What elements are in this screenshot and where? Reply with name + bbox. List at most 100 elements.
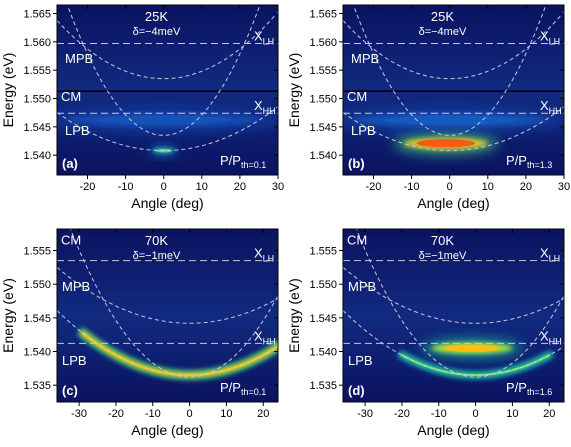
y-tick-label: 1.540 bbox=[23, 150, 51, 162]
temperature-label: 25K bbox=[145, 9, 168, 24]
y-tick-label: 1.555 bbox=[309, 65, 337, 77]
y-tick-label: 1.550 bbox=[23, 94, 51, 106]
panel-letter: (d) bbox=[348, 383, 365, 398]
y-tick-label: 1.565 bbox=[23, 9, 51, 21]
panel-letter: (c) bbox=[62, 383, 78, 398]
chart-panel-1: -20 -10 0 10 20 30 1.540 1.545 1.550 1.555 1.560 1.… bbox=[286, 4, 570, 211]
dispersion-curve bbox=[57, 11, 278, 80]
plot-frame bbox=[342, 4, 565, 176]
y-tick-label: 1.550 bbox=[309, 94, 337, 106]
x-axis-label: Angle (deg) bbox=[417, 422, 489, 438]
x-tick-label: 30 bbox=[272, 181, 284, 193]
branch-label: LPB bbox=[65, 123, 90, 138]
emission-peak bbox=[383, 115, 517, 125]
branch-label: MPB bbox=[62, 279, 90, 294]
plot-area bbox=[343, 229, 564, 380]
chart-panel-3: -30 -20 -10 0 10 20 1.535 1.540 1.545 1.550 1.555 A… bbox=[286, 228, 565, 438]
x-tick-label: 10 bbox=[506, 408, 518, 420]
y-axis-label: Energy (eV) bbox=[0, 278, 16, 353]
x-tick-label: 20 bbox=[257, 408, 269, 420]
branch-label: LPB bbox=[62, 353, 87, 368]
dispersion-curve bbox=[57, 106, 278, 152]
dispersion-curve bbox=[57, 267, 278, 324]
y-tick-label: 1.540 bbox=[23, 347, 51, 359]
emission-peak bbox=[443, 344, 501, 352]
plot-area bbox=[57, 229, 278, 381]
plot-frame bbox=[342, 228, 565, 403]
level-label-subscript: LH bbox=[263, 37, 275, 47]
level-label-subscript: LH bbox=[549, 37, 561, 47]
x-tick-label: -10 bbox=[404, 181, 420, 193]
x-tick-label: 0 bbox=[187, 408, 193, 420]
y-tick-label: 1.560 bbox=[23, 37, 51, 49]
dispersion-curve bbox=[343, 11, 564, 80]
temperature-label: 70K bbox=[431, 233, 454, 248]
level-label-subscript: HH bbox=[549, 336, 562, 346]
emission-peak bbox=[97, 115, 231, 125]
x-tick-label: 0 bbox=[447, 181, 453, 193]
y-tick-label: 1.555 bbox=[23, 65, 51, 77]
y-tick-label: 1.550 bbox=[23, 279, 51, 291]
y-tick-label: 1.550 bbox=[309, 279, 337, 291]
x-tick-label: -10 bbox=[145, 408, 161, 420]
panels-group: -20 -10 0 10 20 30 1.540 1.545 1.550 1.555 1.560 1.… bbox=[0, 4, 570, 438]
y-tick-label: 1.540 bbox=[309, 150, 337, 162]
y-tick-label: 1.555 bbox=[309, 246, 337, 258]
temperature-label: 25K bbox=[431, 9, 454, 24]
x-tick-label: -20 bbox=[108, 408, 124, 420]
detuning-label: δ=−4meV bbox=[419, 26, 467, 38]
dispersion-curve bbox=[69, 229, 278, 378]
x-tick-label: -30 bbox=[357, 408, 373, 420]
y-tick-label: 1.535 bbox=[309, 380, 337, 392]
level-label-subscript: HH bbox=[263, 336, 276, 346]
branch-label: CM bbox=[347, 232, 367, 247]
power-ratio-subscript: th=1.6 bbox=[527, 387, 552, 397]
branch-label: CM bbox=[61, 232, 81, 247]
y-tick-label: 1.560 bbox=[309, 37, 337, 49]
detuning-label: δ=−1meV bbox=[133, 250, 181, 262]
x-tick-label: 0 bbox=[473, 408, 479, 420]
y-tick-label: 1.545 bbox=[23, 122, 51, 134]
plot-frame bbox=[56, 4, 279, 176]
detuning-label: δ=−1meV bbox=[419, 250, 467, 262]
level-label-subscript: HH bbox=[263, 106, 276, 116]
branch-label: CM bbox=[61, 89, 81, 104]
chart-panel-2: -30 -20 -10 0 10 20 1.535 1.540 1.545 1.550 1.555 A… bbox=[0, 228, 279, 438]
y-axis-label: Energy (eV) bbox=[0, 53, 16, 128]
dispersion-curve bbox=[343, 267, 564, 324]
x-tick-label: 30 bbox=[558, 181, 570, 193]
y-tick-label: 1.540 bbox=[309, 347, 337, 359]
y-tick-label: 1.535 bbox=[23, 380, 51, 392]
x-tick-label: -20 bbox=[366, 181, 382, 193]
level-label-subscript: LH bbox=[263, 254, 275, 264]
plot-frame bbox=[56, 228, 279, 403]
x-tick-label: -20 bbox=[394, 408, 410, 420]
x-tick-label: 0 bbox=[161, 181, 167, 193]
dispersion-curve bbox=[57, 310, 278, 376]
level-label-subscript: HH bbox=[549, 106, 562, 116]
y-axis-label: Energy (eV) bbox=[286, 53, 302, 128]
y-tick-label: 1.555 bbox=[23, 246, 51, 258]
x-tick-label: -10 bbox=[118, 181, 134, 193]
branch-label: CM bbox=[347, 89, 367, 104]
x-tick-label: 10 bbox=[220, 408, 232, 420]
dispersion-curve bbox=[343, 310, 564, 376]
branch-label: MPB bbox=[348, 279, 376, 294]
y-tick-label: 1.545 bbox=[309, 313, 337, 325]
power-ratio-subscript: th=0.1 bbox=[241, 160, 266, 170]
x-axis-label: Angle (deg) bbox=[417, 195, 489, 211]
power-ratio-subscript: th=0.1 bbox=[241, 387, 266, 397]
dispersion-curve bbox=[66, 5, 261, 136]
chart-panel-0: -20 -10 0 10 20 30 1.540 1.545 1.550 1.555 1.560 1.… bbox=[0, 4, 284, 211]
emission-peak bbox=[416, 139, 476, 148]
dispersion-curve bbox=[352, 5, 547, 136]
x-tick-label: 20 bbox=[520, 181, 532, 193]
y-axis-label: Energy (eV) bbox=[286, 278, 302, 353]
detuning-label: δ=−4meV bbox=[133, 26, 181, 38]
branch-label: LPB bbox=[351, 123, 376, 138]
temperature-label: 70K bbox=[145, 233, 168, 248]
y-tick-label: 1.545 bbox=[23, 313, 51, 325]
x-tick-label: 10 bbox=[482, 181, 494, 193]
x-tick-label: -20 bbox=[80, 181, 96, 193]
